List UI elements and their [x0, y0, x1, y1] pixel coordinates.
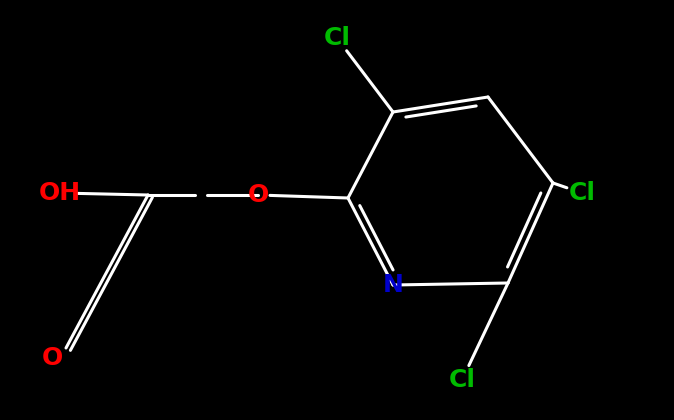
- Text: Cl: Cl: [448, 368, 475, 392]
- Text: Cl: Cl: [324, 26, 350, 50]
- Text: N: N: [383, 273, 404, 297]
- Text: Cl: Cl: [568, 181, 596, 205]
- Text: O: O: [247, 183, 269, 207]
- Text: O: O: [41, 346, 63, 370]
- Text: OH: OH: [39, 181, 81, 205]
